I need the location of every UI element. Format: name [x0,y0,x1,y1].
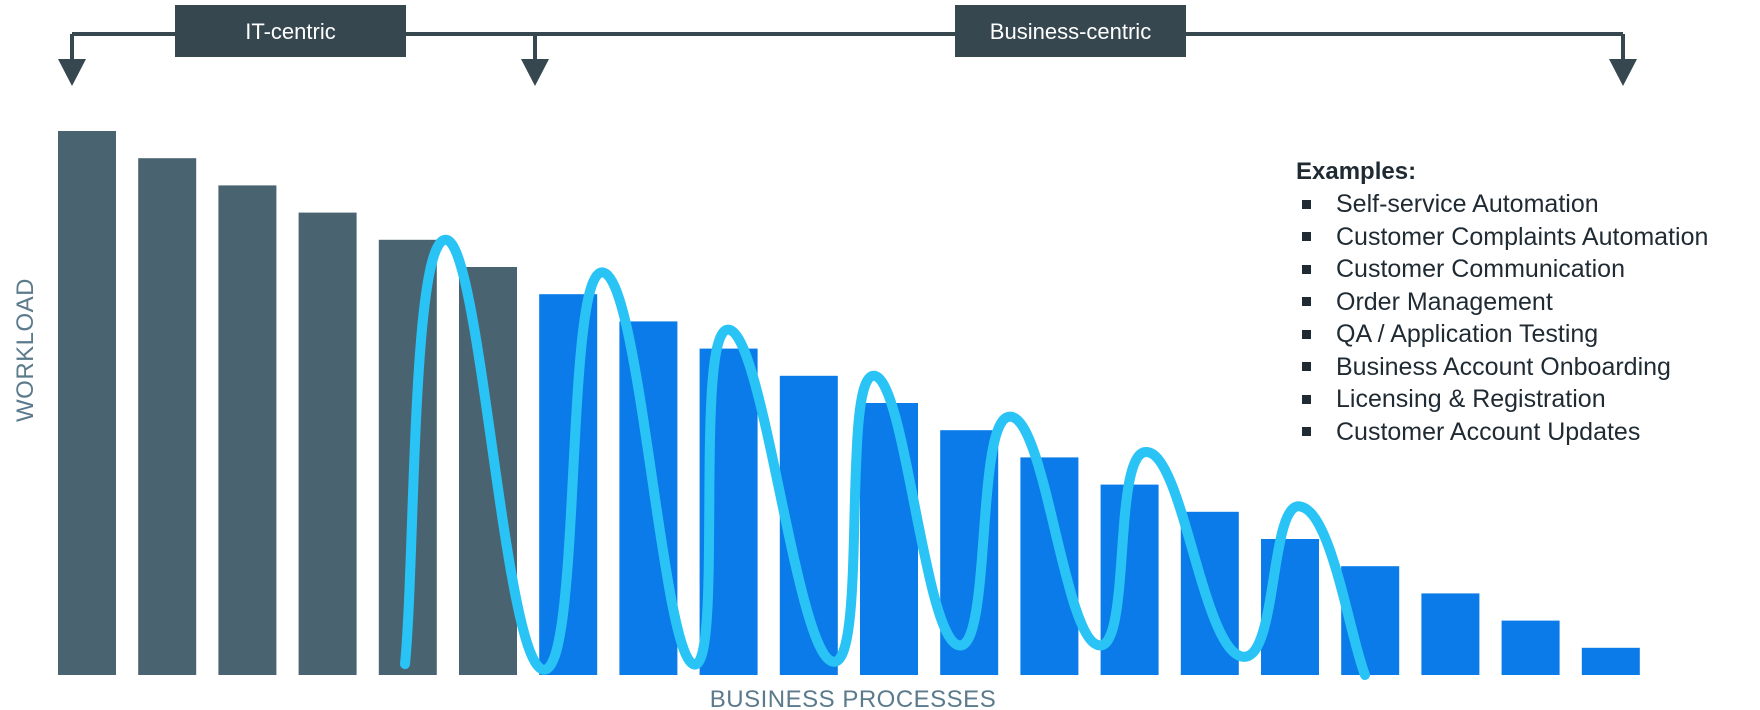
bar-4 [298,212,357,675]
arrow-down-icon [521,59,549,86]
example-label: Licensing & Registration [1336,385,1606,413]
example-label: Self-service Automation [1336,190,1599,218]
bullet-icon [1302,362,1311,372]
list-item: Customer Complaints Automation [1296,221,1708,254]
bullet-icon [1302,394,1311,404]
bar-2 [138,158,197,675]
example-label: Customer Account Updates [1336,417,1641,446]
bullet-icon [1302,232,1311,242]
example-label: QA / Application Testing [1336,320,1599,348]
bullet-icon [1302,427,1311,437]
bar-6 [459,267,517,675]
bar-20 [1581,647,1640,675]
example-label: Customer Communication [1336,255,1625,283]
bullet-icon [1302,199,1311,209]
workload-wave-line [400,234,1370,680]
business-centric-label-box [955,5,1186,57]
bar-1 [58,131,116,675]
examples-title: Examples: [1296,158,1417,185]
examples-list: Self-service Automation Customer Complai… [1296,188,1708,448]
list-item: Order Management [1296,286,1708,319]
arrow-down-icon [1609,59,1637,86]
example-label: Customer Complaints Automation [1336,222,1709,251]
business-centric-label: Business-centric [990,19,1151,44]
y-axis-label: WORKLOAD [12,278,39,422]
example-label: Order Management [1336,287,1553,316]
list-item: Business Account Onboarding [1296,351,1708,384]
it-centric-label: IT-centric [245,19,335,44]
bullet-icon [1302,329,1311,339]
list-item: Licensing & Registration [1296,383,1708,416]
bar-8 [619,321,678,675]
it-centric-label-box [175,5,406,57]
x-axis-label: BUSINESS PROCESSES [710,686,996,710]
list-item: QA / Application Testing [1296,318,1708,351]
bullet-icon [1302,297,1311,307]
bar-3 [218,185,277,675]
arrow-down-icon [58,59,86,86]
examples-panel: Examples: Self-service Automation Custom… [1296,158,1708,448]
example-label: Business Account Onboarding [1336,352,1671,381]
list-item: Customer Account Updates [1296,416,1708,449]
bullet-icon [1302,264,1311,274]
list-item: Self-service Automation [1296,188,1708,221]
list-item: Customer Communication [1296,253,1708,286]
bar-11 [860,403,918,675]
bar-19 [1501,620,1560,675]
bar-18 [1421,593,1480,675]
scope-brackets: IT-centric Business-centric [58,5,1637,86]
